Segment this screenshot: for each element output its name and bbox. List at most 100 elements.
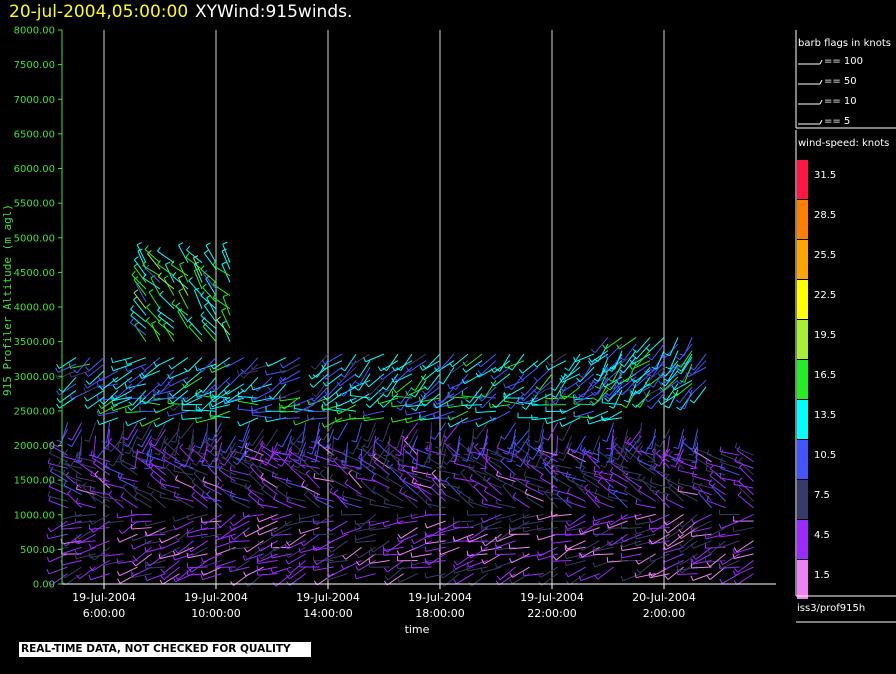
- wind-barb-flag: [588, 382, 593, 387]
- wind-barb-flag: [688, 453, 694, 456]
- wind-barb: [565, 533, 586, 536]
- wind-barb: [356, 573, 376, 580]
- wind-barb-flag: [349, 390, 352, 396]
- y-tick-label: 4500.00: [14, 268, 55, 279]
- wind-barb-flag: [174, 475, 178, 480]
- wind-barb-flag: [404, 451, 410, 455]
- wind-barb: [292, 428, 306, 446]
- wind-barb: [315, 442, 321, 463]
- wind-barb-flag: [301, 481, 305, 487]
- wind-barb: [475, 422, 489, 440]
- wind-barb: [706, 462, 726, 469]
- wind-barb-flag: [157, 272, 162, 277]
- wind-barb: [244, 461, 264, 469]
- wind-barb: [412, 475, 432, 482]
- wind-barb-flag: [130, 570, 135, 576]
- wind-barb: [327, 463, 348, 469]
- wind-barb: [157, 310, 175, 323]
- wind-barb: [92, 560, 110, 572]
- wind-barb: [163, 324, 175, 342]
- wind-barb-flag: [644, 370, 648, 376]
- wind-barb: [720, 461, 740, 469]
- wind-barb-flag: [279, 379, 282, 385]
- wind-barb: [372, 456, 390, 469]
- wind-barb-flag: [63, 480, 67, 486]
- wind-barb-flag: [253, 387, 258, 392]
- wind-barb-flag: [362, 410, 365, 416]
- wind-barb-flag: [243, 547, 248, 553]
- wind-barb-flag: [613, 437, 618, 442]
- wind-barb-flag: [609, 386, 615, 390]
- wind-barb-flag: [567, 448, 571, 454]
- wind-barb-flag: [211, 460, 217, 463]
- wind-barb-flag: [46, 568, 50, 574]
- wind-barb: [737, 494, 754, 509]
- wind-barb-flag: [349, 359, 354, 365]
- wind-barb-flag: [630, 390, 634, 395]
- wind-barb: [163, 560, 180, 574]
- wind-barb-flag: [363, 356, 366, 362]
- wind-barb-flag: [551, 401, 557, 405]
- wind-barb: [674, 379, 693, 391]
- wind-barb-flag: [383, 498, 386, 504]
- wind-barb-flag: [676, 370, 682, 375]
- wind-barb-flag: [489, 416, 493, 421]
- wind-barb: [597, 566, 614, 580]
- wind-barb-flag: [88, 543, 92, 549]
- wind-barb: [597, 343, 609, 362]
- wind-barb: [227, 390, 245, 403]
- wind-barb: [206, 297, 217, 316]
- speed-legend: wind-speed: knots 31.528.525.522.519.516…: [795, 130, 896, 623]
- wind-barb-flag: [75, 472, 78, 478]
- wind-barb-flag: [411, 477, 415, 483]
- wind-barb: [613, 370, 623, 389]
- wind-barb: [697, 492, 712, 509]
- wind-barb-flag: [277, 463, 283, 467]
- wind-barb: [242, 422, 251, 442]
- wind-barb-flag: [620, 575, 624, 581]
- wind-barb: [693, 353, 707, 371]
- wind-barb-flag: [411, 407, 416, 412]
- wind-barb-flag: [324, 391, 329, 396]
- wind-barb-flag: [468, 463, 471, 469]
- wind-barb: [677, 573, 698, 576]
- wind-barb-flag: [646, 447, 652, 450]
- wind-barb-flag: [653, 464, 658, 470]
- wind-barb: [510, 442, 517, 463]
- wind-barb: [736, 573, 754, 586]
- wind-barb: [48, 566, 68, 575]
- wind-barb-flag: [452, 564, 456, 570]
- wind-barb-flag: [144, 467, 150, 470]
- wind-barb-flag: [665, 353, 671, 357]
- wind-barb-flag: [564, 545, 567, 551]
- quality-notice: REAL-TIME DATA, NOT CHECKED FOR QUALITY: [19, 642, 311, 657]
- wind-barb-flag: [690, 575, 694, 581]
- wind-barb: [602, 402, 623, 406]
- wind-barb: [94, 474, 110, 489]
- wind-barb-flag: [268, 395, 274, 400]
- wind-barb: [512, 566, 530, 578]
- wind-barb-flag: [203, 480, 207, 486]
- wind-barb-flag: [418, 464, 424, 468]
- wind-barb-flag: [509, 579, 513, 585]
- wind-barb-flag: [554, 472, 558, 478]
- wind-barb: [136, 244, 147, 263]
- wind-barb-flag: [546, 400, 550, 406]
- wind-barb-flag: [141, 366, 146, 371]
- wind-barb-flag: [575, 466, 581, 469]
- wind-barb: [582, 380, 595, 398]
- wind-barb-flag: [172, 576, 176, 582]
- wind-barb: [621, 380, 637, 396]
- wind-barb-flag: [216, 523, 221, 528]
- wind-barb-flag: [344, 479, 349, 484]
- wind-barb: [160, 483, 180, 489]
- wind-barb-flag: [139, 396, 142, 402]
- wind-barb: [342, 495, 362, 502]
- wind-barb: [483, 479, 502, 489]
- wind-barb: [126, 422, 139, 441]
- wind-barb-flag: [47, 491, 51, 497]
- wind-barb-flag: [649, 571, 653, 577]
- wind-barb-flag: [522, 519, 525, 525]
- wind-barb: [62, 463, 82, 469]
- wind-barb: [142, 265, 161, 277]
